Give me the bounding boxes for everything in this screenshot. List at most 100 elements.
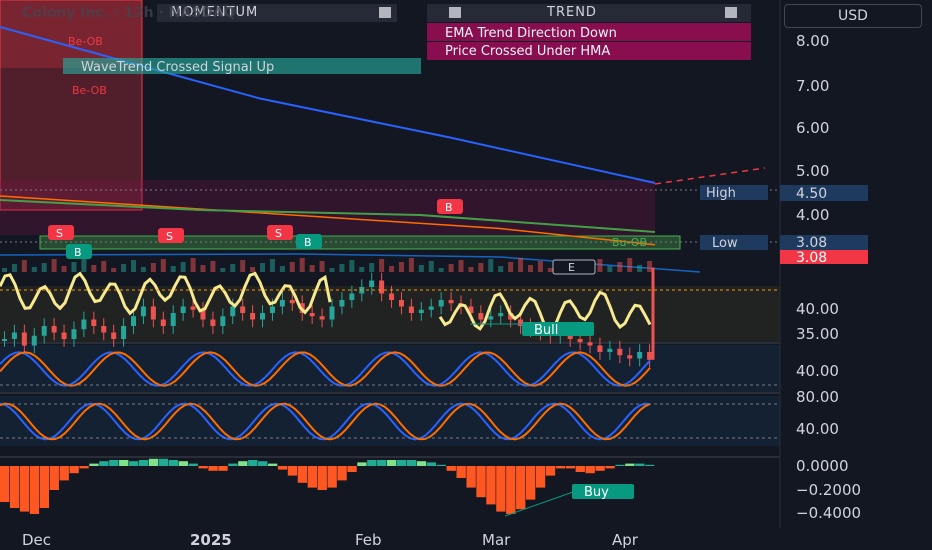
candle[interactable] <box>408 306 414 314</box>
candle[interactable] <box>398 300 404 307</box>
candle[interactable] <box>438 300 444 307</box>
volume-bar <box>150 263 156 272</box>
macd-bar <box>565 466 576 469</box>
currency-button[interactable]: USD <box>784 4 922 28</box>
price-axis-tick: 6.00 <box>796 119 829 137</box>
candle[interactable] <box>180 306 186 314</box>
volume-bar <box>627 258 633 272</box>
candle[interactable] <box>51 326 57 333</box>
volume-bar <box>309 265 315 272</box>
candle[interactable] <box>319 316 325 320</box>
sell-signal-marker[interactable]: S <box>48 225 74 240</box>
candle[interactable] <box>379 280 385 294</box>
candle[interactable] <box>21 332 27 346</box>
candle[interactable] <box>150 306 156 320</box>
candle[interactable] <box>389 293 395 301</box>
candle[interactable] <box>61 332 67 340</box>
macd-bar <box>248 460 258 466</box>
buy-signal-marker[interactable]: B <box>66 244 92 259</box>
candle[interactable] <box>11 332 17 340</box>
candle[interactable] <box>587 342 593 346</box>
buy-signal-marker[interactable]: B <box>296 234 322 249</box>
trend-right-icon[interactable] <box>725 7 737 18</box>
macd-bar <box>635 463 645 466</box>
candle[interactable] <box>91 319 97 327</box>
candle[interactable] <box>160 319 166 327</box>
candle[interactable] <box>101 326 107 333</box>
candle[interactable] <box>289 300 295 304</box>
volume-bar <box>339 264 345 272</box>
candle[interactable] <box>220 316 226 326</box>
macd-bar <box>387 460 397 466</box>
macd-bar <box>367 460 377 466</box>
rsi-axis-tick: 40.00 <box>796 300 839 318</box>
candle[interactable] <box>518 319 524 327</box>
candle[interactable] <box>81 319 87 330</box>
candle[interactable] <box>468 306 474 314</box>
candle[interactable] <box>448 300 454 304</box>
candle[interactable] <box>577 339 583 343</box>
candle[interactable] <box>41 326 47 336</box>
candle[interactable] <box>647 352 653 360</box>
candle[interactable] <box>488 316 494 320</box>
candle[interactable] <box>2 339 7 341</box>
candle[interactable] <box>230 306 236 317</box>
candle[interactable] <box>190 306 196 310</box>
volume-bar <box>131 260 137 272</box>
candle[interactable] <box>597 345 603 353</box>
momentum-label: MOMENTUM <box>171 5 259 20</box>
candle[interactable] <box>131 316 137 326</box>
candle[interactable] <box>508 313 514 320</box>
candle[interactable] <box>31 335 37 346</box>
candle[interactable] <box>418 309 424 313</box>
candle[interactable] <box>617 348 623 356</box>
candle[interactable] <box>170 313 176 326</box>
candle[interactable] <box>369 280 375 288</box>
candle[interactable] <box>637 352 643 359</box>
macd-bar <box>208 466 218 471</box>
candle[interactable] <box>478 313 484 320</box>
b-signal-marker[interactable]: B <box>437 199 463 214</box>
candle[interactable] <box>269 306 275 314</box>
sell-signal-marker[interactable]: S <box>158 228 184 243</box>
buy-signal-marker-text: B <box>304 236 312 249</box>
buy-signal-marker-text: B <box>74 246 82 259</box>
volume-bar <box>279 266 285 272</box>
volume-bar <box>2 268 7 272</box>
candle[interactable] <box>309 313 315 317</box>
macd-bar <box>496 466 506 512</box>
sell-signal-marker-box <box>48 225 74 240</box>
macd-bar <box>525 466 536 500</box>
price-axis-tick: 8.00 <box>796 32 829 50</box>
macd-bar <box>148 458 159 466</box>
stoch1-d-line <box>0 351 651 387</box>
candle[interactable] <box>250 313 256 320</box>
volume-bar <box>508 262 514 272</box>
candle[interactable] <box>627 355 633 359</box>
sell-signal-marker[interactable]: S <box>267 225 293 240</box>
candle[interactable] <box>279 300 285 307</box>
e-marker-box <box>552 259 596 275</box>
candle[interactable] <box>498 313 504 317</box>
candle[interactable] <box>210 319 216 327</box>
candle[interactable] <box>71 329 77 339</box>
stoch2-axis-tick: 40.00 <box>796 420 839 438</box>
candle[interactable] <box>428 306 434 310</box>
b-signal-marker-box <box>437 199 463 214</box>
candle[interactable] <box>349 293 355 301</box>
volume-bar <box>81 258 87 272</box>
trend-left-icon[interactable] <box>449 7 461 18</box>
candle[interactable] <box>121 326 127 339</box>
candle[interactable] <box>607 348 613 352</box>
candle[interactable] <box>200 309 206 320</box>
candle[interactable] <box>339 300 345 307</box>
candle[interactable] <box>111 332 117 340</box>
candle[interactable] <box>140 306 146 317</box>
momentum-toggle-icon[interactable] <box>379 7 391 18</box>
candle[interactable] <box>260 313 266 320</box>
candle[interactable] <box>240 306 246 314</box>
candle[interactable] <box>329 306 335 320</box>
volume-bar <box>349 260 355 272</box>
volume-bar <box>527 265 533 272</box>
